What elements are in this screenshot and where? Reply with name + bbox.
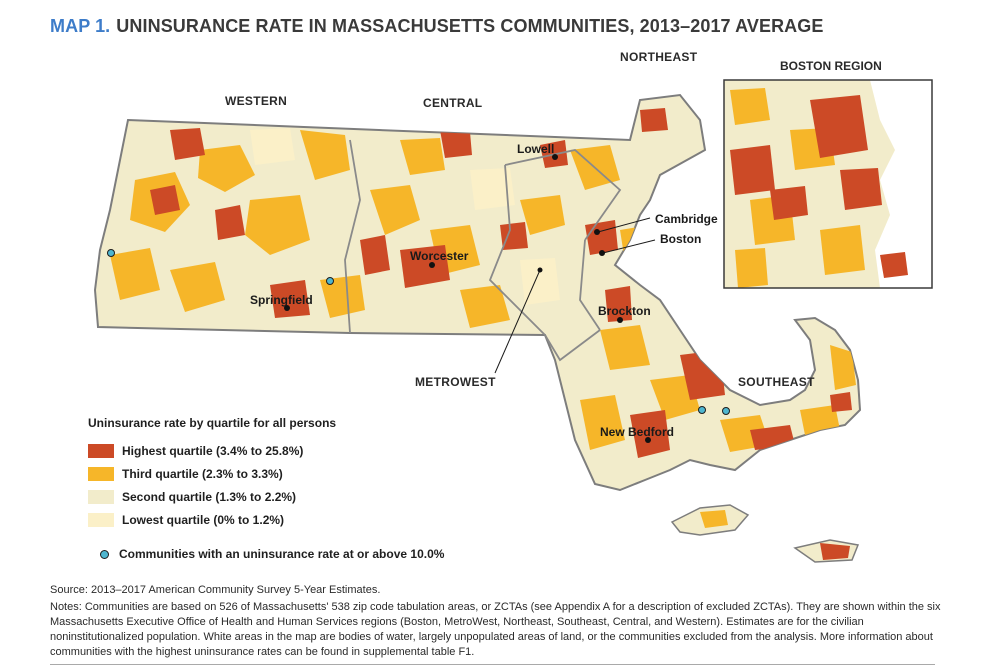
region-boundaries xyxy=(344,139,622,362)
bottom-divider xyxy=(50,664,935,665)
region-label-western: WESTERN xyxy=(225,94,287,108)
mainland-map xyxy=(93,93,862,492)
brockton-marker xyxy=(617,317,623,323)
inset-title: BOSTON REGION xyxy=(780,59,882,73)
region-label-metrowest: METROWEST xyxy=(415,375,496,389)
region-label-central: CENTRAL xyxy=(423,96,482,110)
legend-swatch-second xyxy=(88,489,114,504)
map-title-text: UNINSURANCE RATE IN MASSACHUSETTS COMMUN… xyxy=(116,16,824,36)
metrowest-leader-line xyxy=(494,269,541,374)
notes-paragraph: Notes: Communities are based on 526 of M… xyxy=(50,601,941,658)
high-rate-dot xyxy=(722,407,730,415)
map-legend: Uninsurance rate by quartile for all per… xyxy=(88,416,418,531)
city-label-worcester: Worcester xyxy=(410,249,469,263)
legend-item-second: Second quartile (1.3% to 2.2%) xyxy=(88,485,418,508)
region-label-southeast: SOUTHEAST xyxy=(738,375,815,389)
inset-frame xyxy=(723,79,933,289)
legend-label-third: Third quartile (2.3% to 3.3%) xyxy=(122,466,283,481)
map-title: MAP 1. UNINSURANCE RATE IN MASSACHUSETTS … xyxy=(50,16,823,37)
cambridge-marker xyxy=(594,229,600,235)
legend-label-second: Second quartile (1.3% to 2.2%) xyxy=(122,489,297,504)
worcester-marker xyxy=(429,262,435,268)
legend-swatch-highest xyxy=(88,443,114,458)
boston-region-inset: BOSTON REGION xyxy=(723,59,933,289)
boston-leader-line xyxy=(602,239,656,254)
city-label-boston: Boston xyxy=(660,232,701,246)
high-rate-dot xyxy=(326,277,334,285)
city-label-lowell: Lowell xyxy=(517,142,554,156)
boston-marker xyxy=(599,250,605,256)
dot-legend-marker xyxy=(100,549,109,559)
city-markers xyxy=(284,154,651,443)
cambridge-leader-line xyxy=(597,217,651,233)
city-label-brockton: Brockton xyxy=(598,304,651,318)
lowell-marker xyxy=(552,154,558,160)
city-label-springfield: Springfield xyxy=(250,293,313,307)
massachusetts-map: WESTERN CENTRAL NORTHEAST METROWEST SOUT… xyxy=(93,50,933,563)
legend-swatch-third xyxy=(88,466,114,481)
high-rate-dot xyxy=(698,406,706,414)
dot-legend-label: Communities with an uninsurance rate at … xyxy=(119,547,445,561)
metrowest-marker xyxy=(537,267,543,273)
legend-label-lowest: Lowest quartile (0% to 1.2%) xyxy=(122,512,285,527)
legend-swatch-lowest xyxy=(88,512,114,527)
legend-item-third: Third quartile (2.3% to 3.3%) xyxy=(88,462,418,485)
source-note: Source: 2013–2017 American Community Sur… xyxy=(50,584,381,596)
map-number: MAP 1. xyxy=(50,16,111,36)
region-label-northeast: NORTHEAST xyxy=(620,50,698,64)
springfield-marker xyxy=(284,305,290,311)
community-patches xyxy=(110,108,856,458)
legend-item-lowest: Lowest quartile (0% to 1.2%) xyxy=(88,508,418,531)
legend-label-highest: Highest quartile (3.4% to 25.8%) xyxy=(122,443,304,458)
legend-title: Uninsurance rate by quartile for all per… xyxy=(88,416,337,430)
city-label-new-bedford: New Bedford xyxy=(600,425,674,439)
high-rate-dot xyxy=(107,249,115,257)
dot-legend: Communities with an uninsurance rate at … xyxy=(100,547,444,561)
high-rate-dots xyxy=(107,249,730,415)
city-label-cambridge: Cambridge xyxy=(655,212,718,226)
new-bedford-marker xyxy=(645,437,651,443)
legend-item-highest: Highest quartile (3.4% to 25.8%) xyxy=(88,439,418,462)
